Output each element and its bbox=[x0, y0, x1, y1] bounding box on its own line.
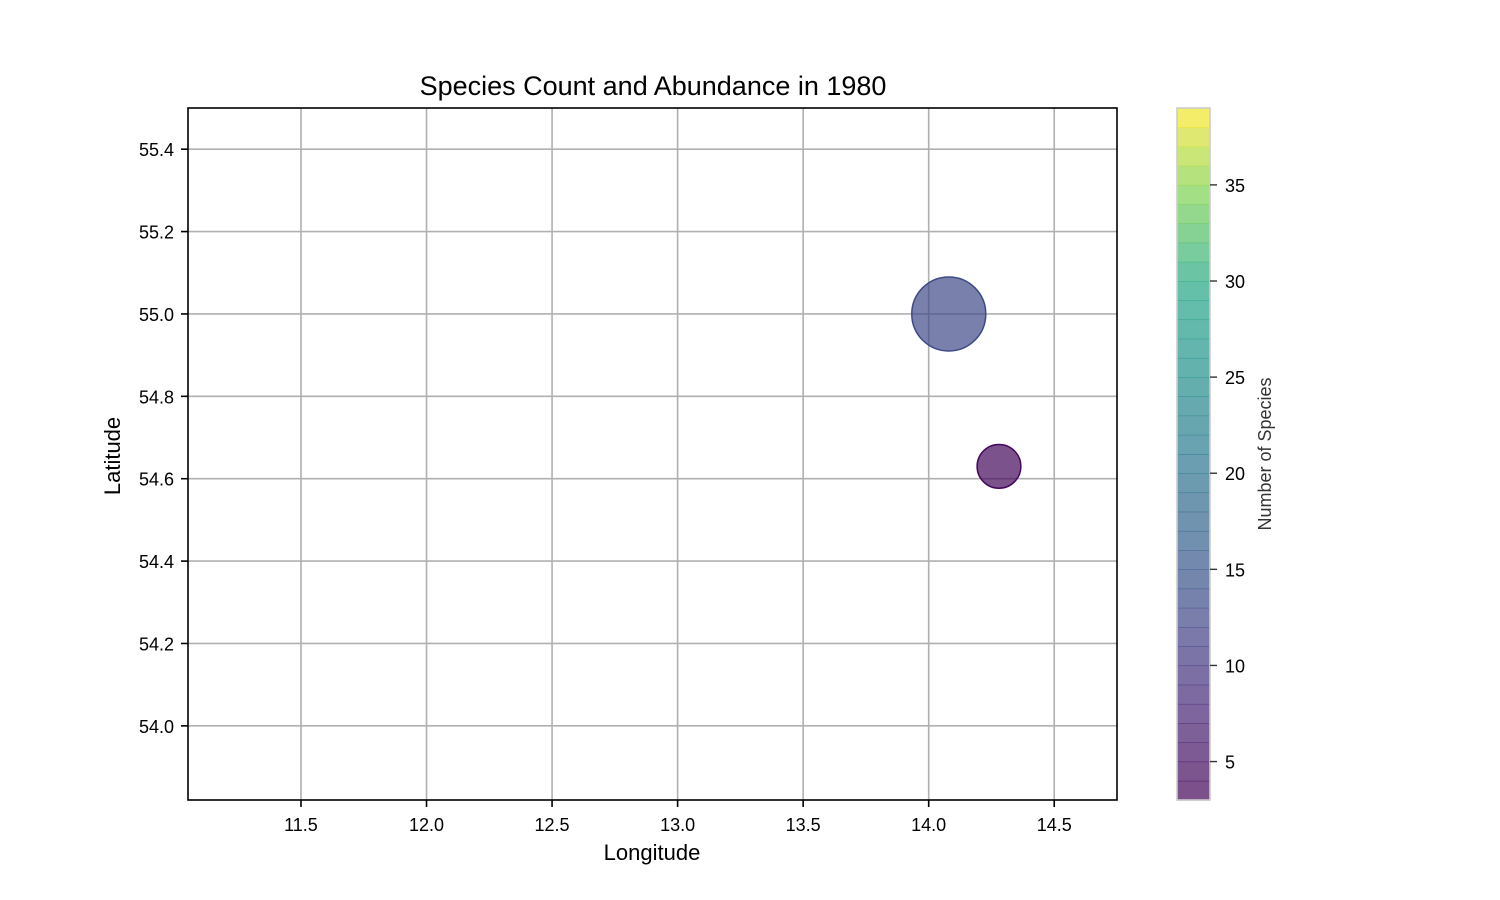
colorbar-segment bbox=[1177, 204, 1210, 224]
y-tick-label: 54.0 bbox=[139, 717, 174, 737]
colorbar-segment bbox=[1177, 338, 1210, 359]
y-tick-label: 55.2 bbox=[139, 223, 174, 243]
colorbar-segment bbox=[1177, 511, 1210, 532]
colorbar-tick-label: 20 bbox=[1225, 464, 1245, 484]
colorbar-frame bbox=[1176, 107, 1211, 801]
colorbar-segment bbox=[1177, 761, 1210, 782]
colorbar-tick-label: 30 bbox=[1225, 272, 1245, 292]
colorbar-segment bbox=[1177, 108, 1210, 128]
y-tick-label: 54.8 bbox=[139, 387, 174, 407]
colorbar-segment bbox=[1177, 242, 1210, 263]
y-tick-label: 54.4 bbox=[139, 552, 174, 572]
colorbar-segment bbox=[1177, 607, 1210, 628]
colorbar-segment bbox=[1177, 550, 1210, 570]
colorbar-segment bbox=[1177, 530, 1210, 551]
y-axis-ticks: 54.0 54.2 54.4 54.6 54.8 55.0 55.2 55.4 bbox=[139, 140, 188, 737]
colorbar-segment bbox=[1177, 627, 1210, 647]
colorbar-segment bbox=[1177, 127, 1210, 148]
colorbar-tick-label: 5 bbox=[1225, 753, 1235, 773]
data-point-1 bbox=[911, 276, 987, 352]
colorbar-tick-label: 10 bbox=[1225, 656, 1245, 676]
colorbar-tick-label: 35 bbox=[1225, 176, 1245, 196]
colorbar-segment bbox=[1177, 665, 1210, 686]
x-tick-label: 13.5 bbox=[786, 815, 821, 835]
colorbar-segment bbox=[1177, 377, 1210, 397]
x-tick-label: 14.5 bbox=[1037, 815, 1072, 835]
colorbar-segment bbox=[1177, 223, 1210, 244]
y-tick-label: 55.4 bbox=[139, 140, 174, 160]
colorbar-segment bbox=[1177, 569, 1210, 590]
colorbar-segment bbox=[1177, 703, 1210, 724]
colorbar-segment bbox=[1177, 146, 1210, 167]
colorbar-segment bbox=[1177, 492, 1210, 513]
y-axis-label: Latitude bbox=[100, 417, 125, 495]
colorbar-segment bbox=[1177, 434, 1210, 455]
data-points bbox=[911, 276, 1022, 489]
chart-title: Species Count and Abundance in 1980 bbox=[420, 71, 887, 101]
y-tick-label: 54.6 bbox=[139, 470, 174, 490]
x-tick-label: 13.0 bbox=[660, 815, 695, 835]
x-tick-label: 12.5 bbox=[535, 815, 570, 835]
x-tick-label: 12.0 bbox=[409, 815, 444, 835]
x-axis-ticks: 11.5 12.0 12.5 13.0 13.5 14.0 14.5 bbox=[284, 800, 1072, 835]
colorbar-segment bbox=[1177, 396, 1210, 417]
colorbar-segment bbox=[1177, 646, 1210, 667]
colorbar-segment bbox=[1177, 742, 1210, 763]
x-tick-label: 11.5 bbox=[284, 815, 318, 835]
colorbar-segment bbox=[1177, 300, 1210, 321]
colorbar-segment bbox=[1177, 684, 1210, 705]
colorbar-tick-label: 15 bbox=[1225, 560, 1245, 580]
colorbar-tick-label: 25 bbox=[1225, 368, 1245, 388]
colorbar-segment bbox=[1177, 165, 1210, 186]
colorbar-segment bbox=[1177, 261, 1210, 282]
y-tick-label: 54.2 bbox=[139, 634, 174, 654]
y-tick-label: 55.0 bbox=[139, 305, 174, 325]
colorbar-segment bbox=[1177, 184, 1210, 205]
colorbar-segment bbox=[1177, 473, 1210, 494]
colorbar-segment bbox=[1177, 723, 1210, 743]
colorbar-label: Number of Species bbox=[1255, 377, 1275, 530]
colorbar-segment bbox=[1177, 281, 1210, 301]
colorbar-segment bbox=[1177, 454, 1210, 474]
colorbar-segment bbox=[1177, 588, 1210, 609]
colorbar: 5 10 15 20 25 30 35 bbox=[1176, 107, 1245, 801]
colorbar-segment bbox=[1177, 780, 1210, 801]
x-tick-label: 14.0 bbox=[911, 815, 946, 835]
data-point-2 bbox=[976, 443, 1022, 489]
x-axis-label: Longitude bbox=[604, 840, 701, 865]
gridlines bbox=[188, 108, 1117, 800]
colorbar-segment bbox=[1177, 415, 1210, 436]
plot-frame bbox=[187, 107, 1118, 801]
colorbar-segment bbox=[1177, 319, 1210, 340]
colorbar-segment bbox=[1177, 357, 1210, 378]
